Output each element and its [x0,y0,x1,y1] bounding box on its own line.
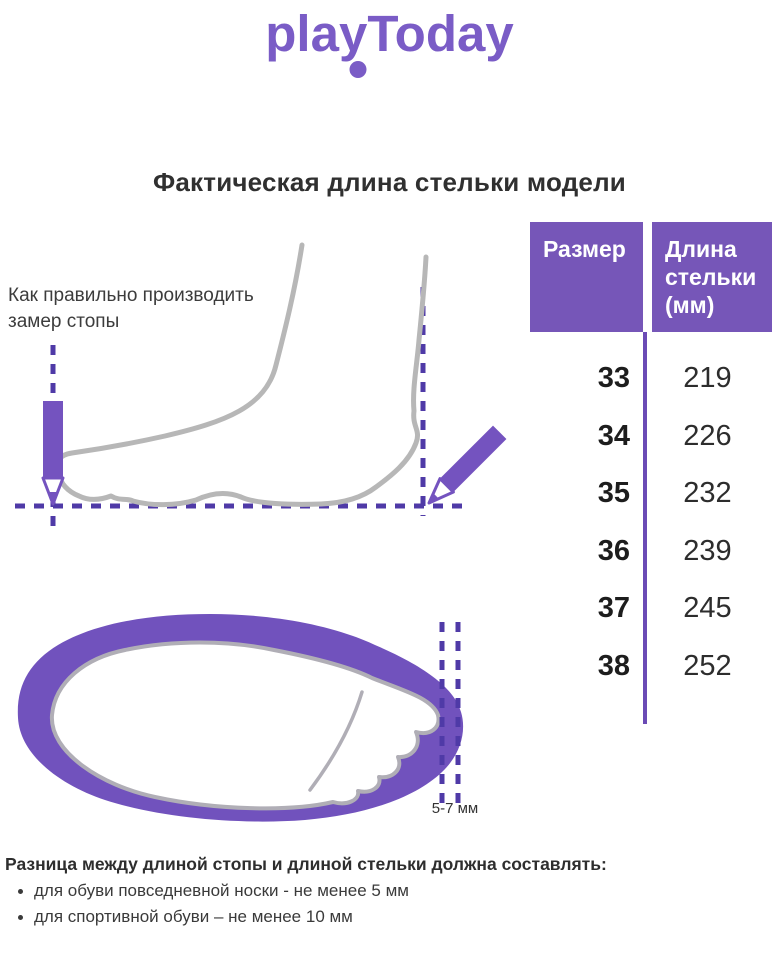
table-header-length: Длина стельки (мм) [652,222,772,332]
table-row: 36 239 [530,523,772,581]
insole-length-value: 239 [683,534,732,567]
footprint-arch-line [308,690,364,792]
table-row: 33 219 [530,350,772,408]
table-row: 35 232 [530,465,772,523]
insole-gap-label: 5-7 мм [431,800,479,817]
size-value: 34 [597,419,630,452]
table-row: 38 252 [530,638,772,696]
insole-length-value: 219 [683,362,732,395]
measure-instruction-label: Как правильно производить замер стопы [8,285,254,332]
insole-length-value: 226 [683,419,732,452]
size-value: 33 [597,362,630,395]
brand-logo-text: playToday [265,5,514,62]
size-value: 35 [597,477,630,510]
size-value: 38 [597,649,630,682]
brand-logo: playToday [0,4,779,78]
foot-side-outline [53,242,429,508]
insole-length-value: 252 [683,649,732,682]
size-value: 37 [597,592,630,625]
insole-length-value: 232 [683,477,732,510]
brand-logo-dot-icon [349,61,367,78]
heel-pencil-icon [427,425,507,505]
size-table-rows: 33 219 34 226 35 232 36 239 37 245 38 25… [530,332,772,695]
table-column-divider [643,332,647,724]
list-item: для спортивной обуви – не менее 10 мм [10,904,710,930]
insole-length-value: 245 [683,592,732,625]
table-row: 34 226 [530,408,772,466]
list-item: для обуви повседневной носки - не менее … [10,878,710,904]
foot-side-measure-diagram [15,242,507,533]
toe-pencil-icon [41,401,65,506]
table-row: 37 245 [530,580,772,638]
size-value: 36 [597,534,630,567]
difference-note-heading: Разница между длиной стопы и длиной стел… [5,854,607,874]
footprint-outline [49,640,441,811]
page-title: Фактическая длина стельки модели [153,167,626,197]
difference-note-list: для обуви повседневной носки - не менее … [10,878,710,930]
table-header-size: Размер [530,222,643,332]
insole-footprint-diagram [17,614,464,822]
